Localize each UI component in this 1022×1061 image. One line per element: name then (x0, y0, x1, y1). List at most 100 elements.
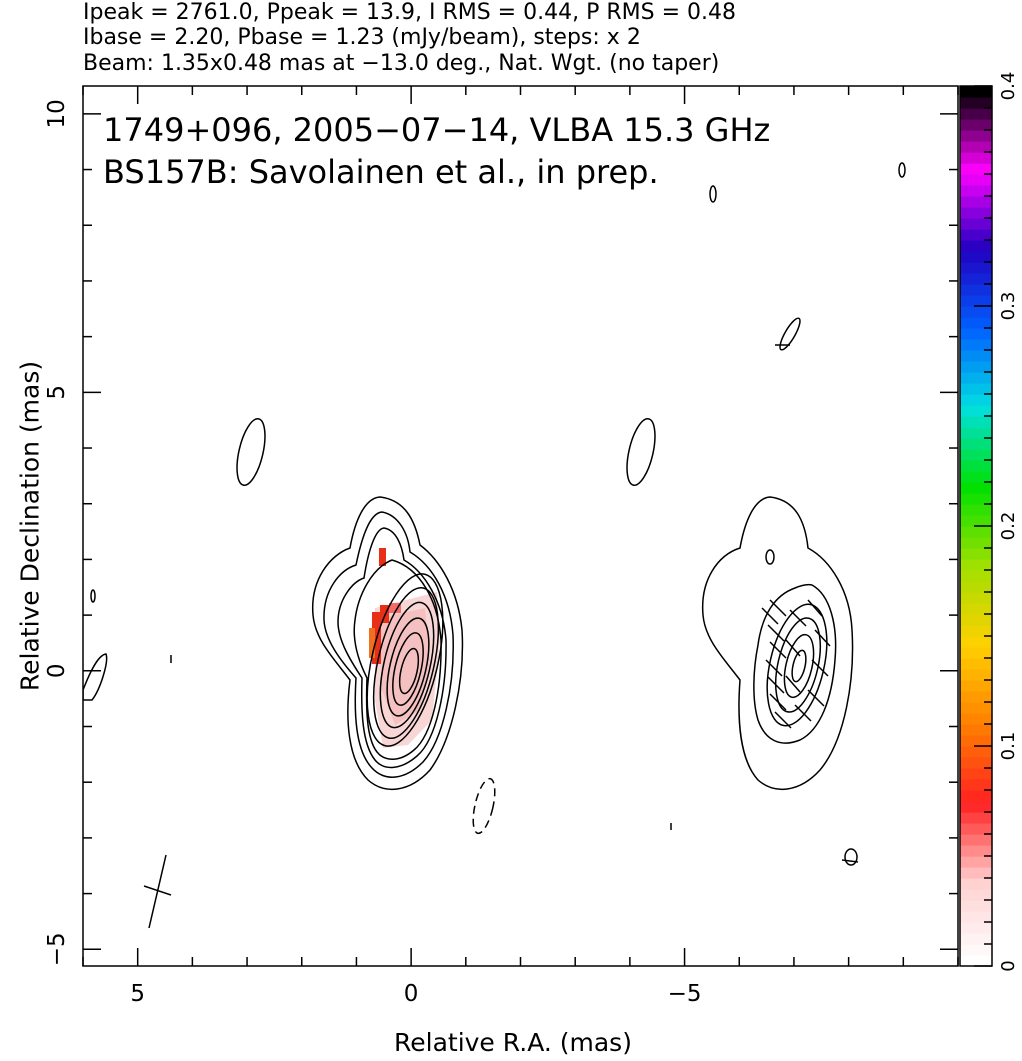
colorbar-cell (960, 889, 992, 901)
island-2 (626, 418, 656, 486)
colorbar-cell (960, 944, 992, 956)
colorbar-cell (960, 493, 992, 505)
colorbar-cell (960, 680, 992, 692)
colorbar-cell (960, 482, 992, 494)
contour-main-6 (372, 586, 440, 740)
colorbar-label: 0.4 (998, 72, 1019, 101)
contour-ghost-small (765, 549, 775, 565)
colorbar-cell (960, 449, 992, 461)
colorbar-cell (960, 823, 992, 835)
contour-main-3 (337, 527, 447, 769)
colorbar-cell (960, 108, 992, 120)
colorbar-cell (960, 922, 992, 934)
colorbar-cell (960, 955, 992, 967)
colorbar (960, 86, 992, 967)
colorbar-cell (960, 570, 992, 582)
island-9 (83, 653, 108, 701)
colorbar-cell (960, 427, 992, 439)
colorbar-cell (960, 537, 992, 549)
colorbar-cell (960, 845, 992, 857)
colorbar-cell (960, 174, 992, 186)
island-5 (898, 162, 906, 178)
colorbar-cell (960, 273, 992, 285)
contour-main-1 (312, 496, 464, 790)
colorbar-cell (960, 284, 992, 296)
colorbar-label: 0.1 (998, 732, 1019, 761)
colorbar-cell (960, 713, 992, 725)
y-tick-label: −5 (44, 932, 70, 966)
colorbar-cell (960, 438, 992, 450)
colorbar-cell (960, 328, 992, 340)
colorbar-cell (960, 185, 992, 197)
y-tick-label: 0 (44, 663, 70, 678)
polarization-vectors (761, 599, 831, 729)
beam-minor-axis (143, 885, 172, 896)
header-line-2: Ibase = 2.20, Pbase = 1.23 (mJy/beam), s… (83, 25, 641, 50)
colorbar-cell (960, 405, 992, 417)
colorbar-cell (960, 625, 992, 637)
colorbar-cell (960, 691, 992, 703)
colorbar-cell (960, 526, 992, 538)
colorbar-cell (960, 394, 992, 406)
colorbar-cell (960, 251, 992, 263)
colorbar-cell (960, 97, 992, 109)
colorbar-cell (960, 856, 992, 868)
colorbar-cell (960, 867, 992, 879)
colorbar-cell (960, 900, 992, 912)
x-tick-label: 5 (130, 981, 145, 1007)
contour-main-5 (366, 573, 444, 747)
x-axis-label: Relative R.A. (mas) (394, 1028, 632, 1057)
colorbar-cell (960, 801, 992, 813)
colorbar-cell (960, 372, 992, 384)
colorbar-cell (960, 504, 992, 516)
colorbar-cell (960, 152, 992, 164)
contours-secondary-source (701, 496, 854, 790)
island-4 (779, 317, 801, 351)
colorbar-cell (960, 130, 992, 142)
colorbar-cell (960, 218, 992, 230)
colorbar-cell (960, 262, 992, 274)
island-3 (472, 777, 496, 835)
colorbar-cell (960, 768, 992, 780)
y-axis-label: Relative Declination (mas) (15, 360, 45, 692)
colorbar-cell (960, 229, 992, 241)
colorbar-cell (960, 361, 992, 373)
island-1 (236, 418, 266, 486)
colorbar-cell (960, 911, 992, 923)
colorbar-cell (960, 416, 992, 428)
colorbar-cell (960, 383, 992, 395)
colorbar-cell (960, 306, 992, 318)
colorbar-cell (960, 757, 992, 769)
colorbar-cell (960, 350, 992, 362)
colorbar-cell (960, 515, 992, 527)
colorbar-cell (960, 834, 992, 846)
contour-main-10 (398, 647, 420, 695)
colorbar-cell (960, 460, 992, 472)
colorbar-cell (960, 207, 992, 219)
colorbar-cell (960, 746, 992, 758)
colorbar-cell (960, 790, 992, 802)
colorbar-cell (960, 933, 992, 945)
colorbar-cell (960, 812, 992, 824)
colorbar-cell (960, 702, 992, 714)
contour-ghost-2 (753, 583, 837, 744)
x-tick-label: 0 (404, 981, 419, 1007)
colorbar-cell (960, 724, 992, 736)
contour-main-2 (323, 511, 454, 778)
contour-ghost-6 (791, 649, 807, 683)
beam-marker (143, 854, 172, 929)
pol-patch-red-top (379, 548, 386, 566)
contour-ghost-5 (783, 633, 815, 699)
y-tick-label: 10 (44, 99, 70, 128)
chart-title: 1749+096, 2005−07−14, VLBA 15.3 GHz (103, 111, 770, 149)
colorbar-cell (960, 647, 992, 659)
chart-subtitle: BS157B: Savolainen et al., in prep. (103, 153, 659, 191)
colorbar-cell (960, 614, 992, 626)
header-line-1: Ipeak = 2761.0, Ppeak = 13.9, I RMS = 0.… (83, 0, 736, 25)
pol-patch-orange (369, 628, 375, 658)
colorbar-label: 0 (998, 960, 1019, 971)
contour-main-7 (379, 601, 435, 729)
colorbar-cell (960, 141, 992, 153)
colorbar-cell (960, 559, 992, 571)
